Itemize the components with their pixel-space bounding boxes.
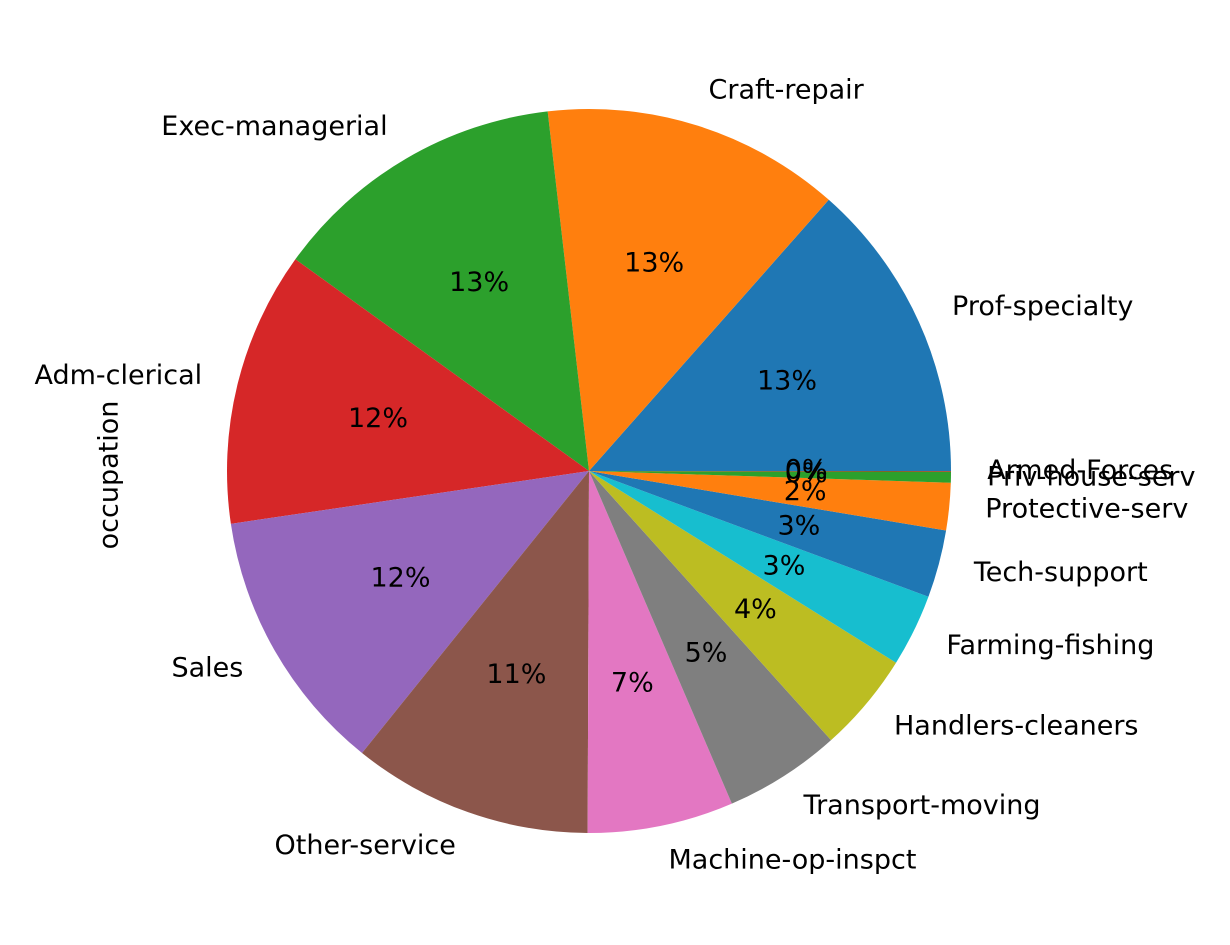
category-label-sales: Sales (172, 652, 244, 683)
pie-slice-farming-fishing (589, 471, 929, 663)
category-label-transport-moving: Transport-moving (803, 790, 1041, 821)
pie-slice-exec-managerial (295, 111, 589, 471)
category-label-handlers-cleaners: Handlers-cleaners (894, 711, 1139, 742)
pie-slice-tech-support (589, 471, 947, 597)
pie-slice-other-service (362, 471, 589, 833)
pie-slice-armed-forces (589, 471, 951, 472)
percent-label-prof-specialty: 13% (757, 365, 817, 396)
percent-label-sales: 12% (370, 562, 430, 593)
category-label-tech-support: Tech-support (973, 557, 1148, 588)
pie-slice-transport-moving (589, 471, 832, 804)
category-label-adm-clerical: Adm-clerical (34, 360, 202, 391)
category-label-exec-managerial: Exec-managerial (161, 111, 387, 142)
percent-label-craft-repair: 13% (624, 247, 684, 278)
pie-slices (227, 109, 951, 834)
category-labels: Prof-specialty Craft-repair Exec-manageria… (34, 75, 1195, 876)
percent-labels: 13%13%13%12%12%11% 7%5%4%3%3%2%0%0% (348, 247, 828, 698)
percent-label-exec-managerial: 13% (449, 267, 509, 298)
pie-slice-prof-specialty (589, 199, 951, 471)
pie-slice-sales (230, 471, 589, 753)
percent-label-tech-support: 3% (777, 510, 820, 541)
pie-slice-protective-serv (589, 471, 951, 531)
category-label-craft-repair: Craft-repair (708, 75, 864, 106)
category-label-armed-forces: Armed-Forces (987, 455, 1173, 486)
percent-label-other-service: 11% (486, 659, 546, 690)
pie-slice-priv-house-serv (589, 471, 951, 483)
percent-label-armed-forces: 0% (785, 455, 828, 486)
category-label-prof-specialty: Prof-specialty (952, 291, 1133, 322)
percent-label-protective-serv: 2% (784, 476, 827, 507)
category-label-other-service: Other-service (275, 830, 456, 861)
percent-label-machine-op-inspct: 7% (611, 667, 654, 698)
percent-label-farming-fishing: 3% (763, 550, 806, 581)
percent-label-adm-clerical: 12% (348, 403, 408, 434)
category-label-protective-serv: Protective-serv (985, 494, 1188, 525)
percent-label-handlers-cleaners: 4% (734, 594, 777, 625)
pie-slice-machine-op-inspct (587, 471, 732, 834)
pie-slice-adm-clerical (227, 259, 590, 524)
y-axis-label: occupation (94, 401, 125, 550)
category-label-priv-house-serv: Priv-house-serv (987, 461, 1195, 492)
percent-label-priv-house-serv: 0% (785, 458, 828, 489)
percent-label-transport-moving: 5% (685, 637, 728, 668)
pie-slice-craft-repair (547, 109, 829, 471)
pie-slice-handlers-cleaners (589, 471, 897, 741)
category-label-farming-fishing: Farming-fishing (946, 630, 1154, 661)
category-label-machine-op-inspct: Machine-op-inspct (668, 845, 916, 876)
